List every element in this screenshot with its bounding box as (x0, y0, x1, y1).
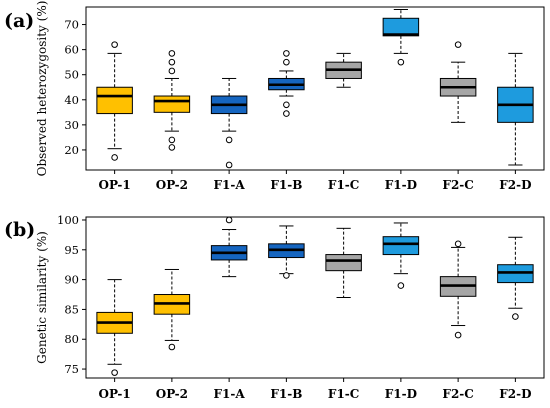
outlier-point (168, 136, 176, 144)
box-f1-a: F1-A (210, 216, 248, 401)
y-tick-label: 85 (64, 302, 79, 316)
outlier-point (512, 313, 519, 320)
box-op-2: OP-2 (153, 268, 191, 401)
x-category-label: F1-D (385, 387, 417, 401)
outlier-point (397, 58, 405, 66)
y-tick-label: 75 (64, 362, 79, 376)
outlier-point (168, 67, 176, 75)
x-category-label: F1-C (328, 178, 359, 192)
x-category-label: F1-A (214, 387, 246, 401)
y-tick-label: 70 (64, 18, 79, 32)
outlier-point (225, 216, 233, 224)
x-category-label: F1-B (270, 178, 302, 192)
x-category-label: F1-B (270, 387, 302, 401)
x-category-label: F1-D (385, 178, 417, 192)
y-axis-label: Observed heterozygosity (%) (35, 1, 49, 177)
outlier-point (454, 41, 462, 48)
box-iqr (96, 86, 133, 115)
box-f1-d: F1-D (382, 222, 420, 401)
x-category-label: F1-A (214, 178, 246, 192)
y-tick-label: 90 (64, 273, 79, 287)
outlier-point (168, 144, 176, 151)
y-tick-label: 30 (64, 118, 79, 132)
outlier-point (397, 282, 405, 289)
x-category-label: F2-C (442, 387, 473, 401)
x-category-label: OP-2 (156, 178, 188, 192)
outlier-point (283, 110, 290, 117)
outlier-point (454, 331, 462, 339)
box-f2-c: F2-C (439, 41, 477, 192)
box-op-2: OP-2 (153, 50, 191, 192)
box-f2-d: F2-D (497, 236, 534, 401)
x-category-label: OP-1 (99, 178, 131, 192)
box-f2-d: F2-D (497, 52, 534, 192)
outlier-point (283, 50, 290, 57)
x-category-label: F2-D (499, 178, 531, 192)
y-tick-label: 40 (64, 93, 79, 107)
x-category-label: OP-1 (99, 387, 131, 401)
plot-frame (85, 216, 545, 379)
outlier-point (283, 101, 290, 109)
box-iqr (325, 254, 362, 272)
outlier-point (111, 41, 118, 48)
x-category-label: F1-C (328, 387, 359, 401)
y-tick-label: 100 (57, 213, 79, 227)
box-iqr (382, 17, 420, 37)
y-tick-label: 80 (64, 332, 79, 346)
box-f1-c: F1-C (325, 227, 362, 401)
box-iqr (382, 236, 420, 256)
plot-frame (85, 6, 545, 171)
box-f1-d: F1-D (382, 9, 420, 192)
box-f1-b: F1-B (268, 50, 305, 192)
outlier-point (283, 58, 290, 66)
box-op-1: OP-1 (96, 41, 133, 192)
box-iqr (153, 95, 191, 113)
chart-panel-b: (b)Genetic similarity (%) 75 80 85 90 95 100 OP… (4, 213, 545, 401)
box-f1-b: F1-B (268, 225, 305, 401)
box-f1-c: F1-C (325, 52, 362, 192)
outlier-point (111, 154, 118, 161)
box-f1-a: F1-A (210, 77, 248, 192)
outlier-point (225, 136, 233, 144)
outlier-point (111, 369, 118, 376)
y-tick-label: 50 (64, 68, 79, 82)
outlier-point (168, 58, 176, 66)
y-tick-label: 20 (64, 143, 79, 157)
panel-label: (a) (4, 10, 34, 32)
y-axis-label: Genetic similarity (%) (35, 231, 49, 364)
y-tick-label: 60 (64, 43, 79, 57)
panel-label: (b) (4, 219, 35, 241)
outlier-point (168, 50, 176, 57)
box-op-1: OP-1 (96, 279, 133, 401)
outlier-point (454, 240, 462, 248)
y-tick-label: 95 (64, 243, 79, 257)
x-category-label: F2-D (499, 387, 531, 401)
outlier-point (168, 343, 176, 351)
x-category-label: OP-2 (156, 387, 188, 401)
box-f2-c: F2-C (439, 240, 477, 401)
x-category-label: F2-C (442, 178, 473, 192)
chart-panel-a: (a) Observed heterozygosity (%) 20 30 40 50 60… (4, 1, 545, 192)
outlier-point (225, 161, 233, 169)
outlier-point (283, 272, 290, 279)
